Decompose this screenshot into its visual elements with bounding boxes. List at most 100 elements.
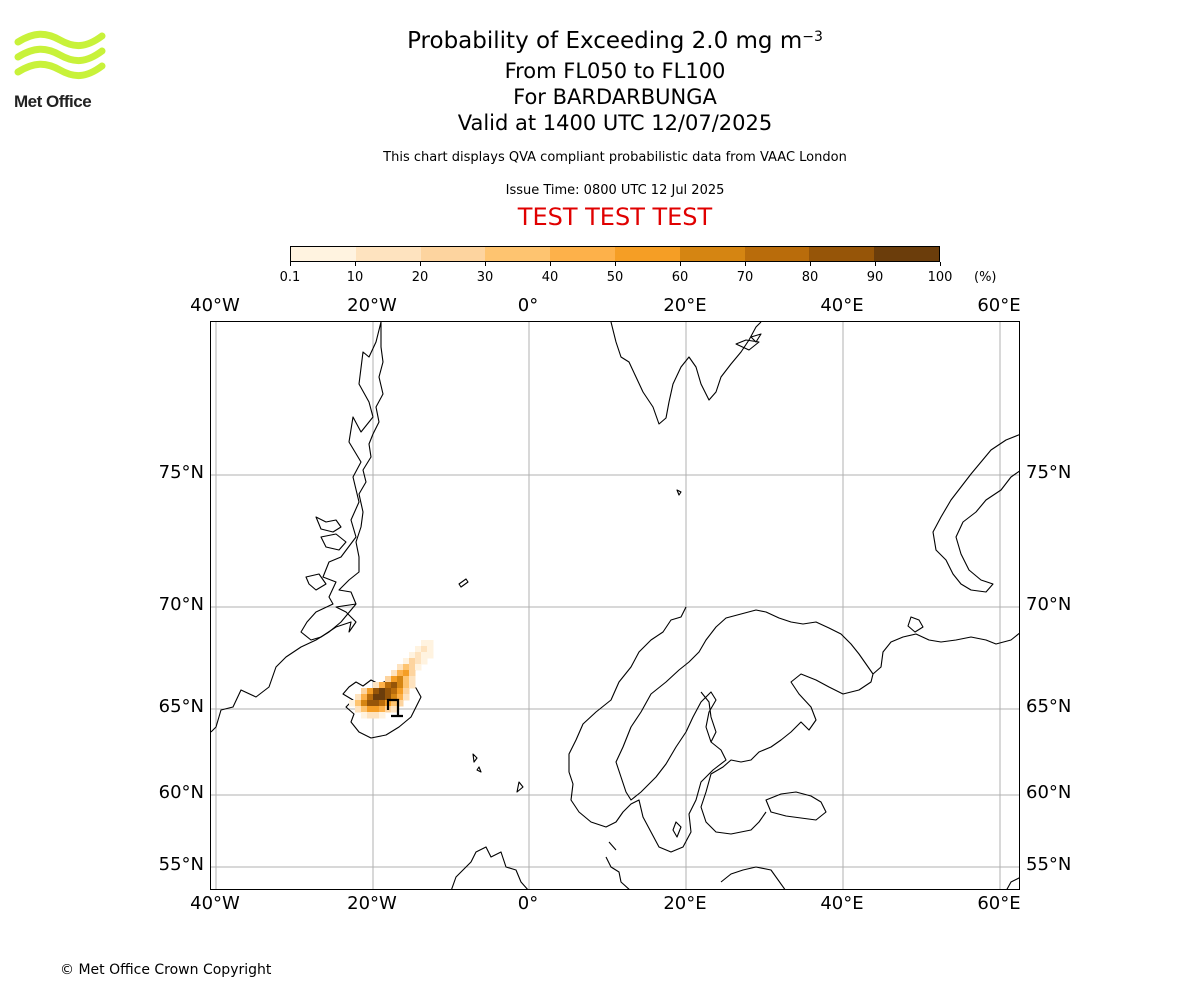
plume-cell	[367, 694, 374, 701]
plume-cell	[385, 682, 392, 689]
colorbar-tick-label: 50	[606, 270, 624, 285]
colorbar-tick	[875, 262, 876, 266]
chart-header: Probability of Exceeding 2.0 mg m−3 From…	[215, 24, 1015, 231]
lon-label-bottom: 40°W	[190, 893, 240, 914]
plume-cell	[409, 658, 416, 665]
colorbar-tick	[745, 262, 746, 266]
colorbar-segment	[614, 247, 680, 261]
graticule	[211, 322, 1019, 889]
ash-plume	[349, 640, 434, 719]
coastline-bear-island	[676, 489, 682, 496]
lat-label-right: 60°N	[1026, 782, 1072, 803]
colorbar-tick	[615, 262, 616, 266]
colorbar-tick	[485, 262, 486, 266]
plume-cell	[421, 658, 428, 665]
plume-cell	[397, 694, 404, 701]
plume-cell	[361, 688, 368, 695]
coastline-gulf-bothnia	[700, 691, 717, 743]
coastline-corner-ne	[1006, 877, 1019, 889]
plume-cell	[403, 658, 410, 665]
lat-label-left: 70°N	[158, 594, 204, 615]
lon-label-bottom: 40°E	[820, 893, 864, 914]
plume-cell	[403, 670, 410, 677]
plume-cell	[391, 694, 398, 701]
coastline-gotland	[672, 821, 682, 838]
coastline-greenland-south	[211, 603, 357, 733]
lat-label-left: 75°N	[158, 462, 204, 483]
colorbar-segment	[420, 247, 486, 261]
plume-cell	[403, 676, 410, 683]
plume-cell	[379, 694, 386, 701]
lon-label-top: 40°E	[820, 295, 864, 316]
colorbar-ticks: 0.1 10 20 30 40 50 60 70 80 90 100	[280, 262, 952, 286]
plume-cell	[355, 694, 362, 701]
colorbar-tick-label: 20	[411, 270, 429, 285]
coastline-denmark	[605, 841, 630, 889]
plume-cell	[421, 640, 428, 647]
coastline-estonia	[765, 791, 827, 821]
plume-cell	[403, 664, 410, 671]
lat-label-right: 55°N	[1026, 854, 1072, 875]
lat-label-right: 70°N	[1026, 594, 1072, 615]
plume-cell	[427, 652, 434, 659]
coastline-greenland	[300, 322, 384, 641]
plume-cell	[409, 670, 416, 677]
colorbar-tick	[680, 262, 681, 266]
volcano-name: For BARDARBUNGA	[513, 85, 717, 109]
plume-cell	[397, 670, 404, 677]
logo-wave	[14, 30, 106, 49]
colorbar-segment	[809, 247, 875, 261]
lon-label-bottom: 0°	[517, 893, 539, 914]
title-exponent: −3	[802, 29, 823, 45]
coastline-novaya-zemlya	[932, 434, 1019, 593]
lon-label-top: 40°W	[190, 295, 240, 316]
met-office-logo-icon	[14, 30, 106, 79]
colorbar-tick-label: 30	[476, 270, 494, 285]
copyright: © Met Office Crown Copyright	[60, 962, 272, 978]
colorbar	[290, 246, 940, 262]
colorbar-segment	[874, 247, 939, 261]
plume-cell	[385, 688, 392, 695]
plume-cell	[403, 682, 410, 689]
plume-cell	[379, 706, 386, 713]
colorbar-tick	[940, 262, 941, 266]
map-panel	[210, 321, 1020, 890]
plume-cell	[415, 646, 422, 653]
plume-cell	[379, 682, 386, 689]
plume-cell	[397, 664, 404, 671]
plume-cell	[367, 706, 374, 713]
plume-cell	[397, 700, 404, 707]
lat-label-right: 65°N	[1026, 696, 1072, 717]
coastline-jan-mayen	[458, 578, 469, 588]
lon-label-bottom: 20°W	[347, 893, 397, 914]
colorbar-tick-label: 0.1	[279, 270, 301, 285]
lon-label-top: 20°E	[663, 295, 707, 316]
plume-cell	[391, 670, 398, 677]
plume-cell	[427, 646, 434, 653]
lon-label-top: 20°W	[347, 295, 397, 316]
plume-cell	[355, 706, 362, 713]
plume-cell	[391, 706, 398, 713]
coastline-faroe	[472, 753, 482, 773]
plume-cell	[355, 700, 362, 707]
plume-cell	[367, 700, 374, 707]
plume-cell	[427, 640, 434, 647]
plume-cell	[391, 676, 398, 683]
lat-label-left: 60°N	[158, 782, 204, 803]
plume-cell	[409, 652, 416, 659]
lon-label-top: 0°	[517, 295, 539, 316]
colorbar-tick	[550, 262, 551, 266]
plume-cell	[391, 682, 398, 689]
plume-cell	[361, 706, 368, 713]
plume-cell	[379, 688, 386, 695]
colorbar-unit: (%)	[974, 270, 997, 285]
colorbar-segment	[291, 247, 356, 261]
source-note: This chart displays QVA compliant probab…	[383, 150, 847, 165]
plume-cell	[409, 676, 416, 683]
coastline-svalbard	[610, 322, 762, 425]
colorbar-tick	[810, 262, 811, 266]
coastline-lake-onega	[907, 616, 924, 633]
plume-cell	[379, 700, 386, 707]
plume-cell	[409, 682, 416, 689]
logo-text: Met Office	[14, 92, 92, 111]
